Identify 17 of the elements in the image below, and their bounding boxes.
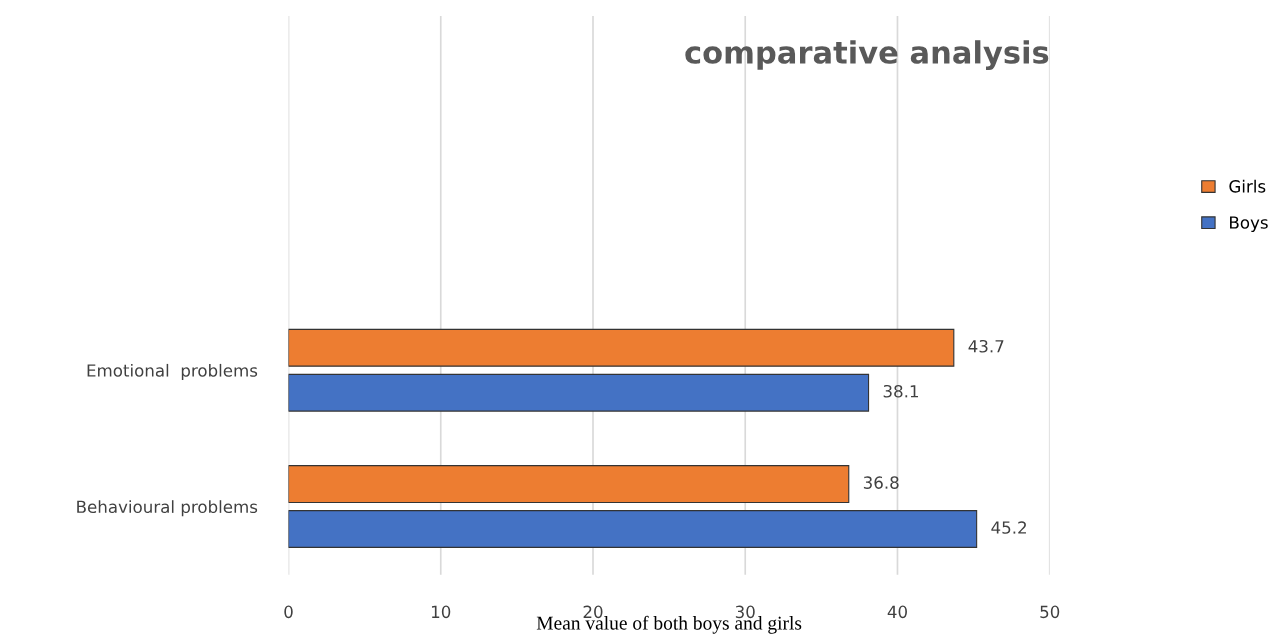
- data-label: 38.1: [883, 384, 919, 398]
- legend-label: Girls: [1229, 179, 1266, 193]
- x-tick-label: 0: [284, 605, 293, 619]
- bar: [288, 465, 850, 503]
- y-tick-label: Emotional problems: [87, 363, 258, 381]
- bar: [288, 373, 870, 412]
- x-tick-label: 10: [431, 605, 451, 619]
- data-label: 45.2: [991, 521, 1026, 534]
- data-label: 43.7: [968, 339, 1004, 353]
- x-tick-label: 50: [1040, 605, 1060, 619]
- y-tick-label: Behavioural problems: [77, 500, 258, 517]
- x-tick-label: 40: [887, 605, 907, 619]
- data-label: 36.8: [863, 476, 899, 489]
- chart-title: comparative analysis: [685, 40, 1049, 71]
- legend-label: Boys: [1230, 216, 1268, 232]
- bar: [288, 510, 978, 548]
- bar: [288, 328, 955, 367]
